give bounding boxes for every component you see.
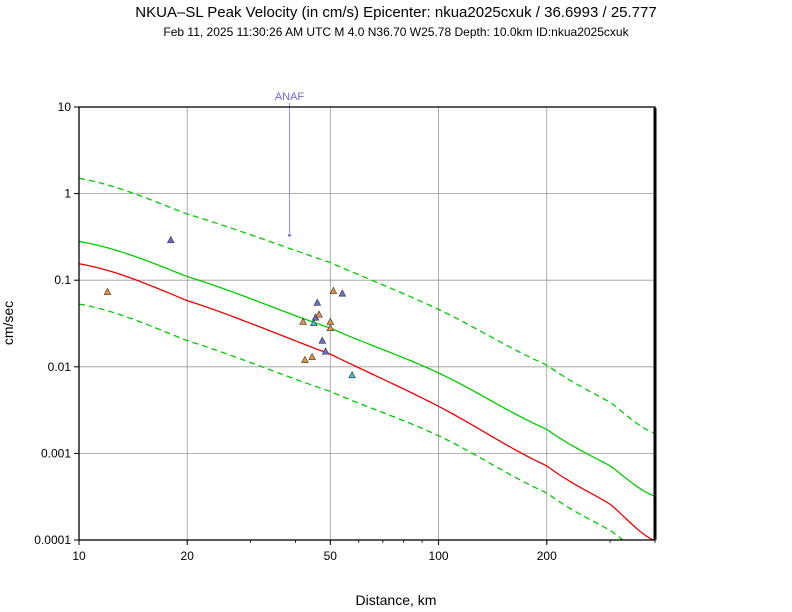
curve-lower xyxy=(79,303,625,540)
data-points xyxy=(103,235,356,379)
data-point xyxy=(308,352,316,360)
curves xyxy=(79,177,655,540)
data-point xyxy=(166,235,175,244)
x-tick-label: 50 xyxy=(324,549,338,563)
data-point xyxy=(348,370,356,379)
annotations: ANAF xyxy=(275,91,305,237)
y-tick-label: 1 xyxy=(64,187,71,201)
data-point xyxy=(321,347,330,355)
curve-upper xyxy=(79,177,655,435)
plot-frame xyxy=(78,106,656,541)
y-tick-label: 0.1 xyxy=(54,273,71,287)
curve-regression xyxy=(79,263,655,540)
data-point xyxy=(103,287,112,295)
data-point xyxy=(318,336,327,344)
x-axis-ticks: 10 20 50 100 200 xyxy=(72,540,656,563)
curve-median xyxy=(79,240,655,497)
grid xyxy=(79,107,655,540)
data-point xyxy=(299,317,307,325)
annotation-label: ANAF xyxy=(275,91,305,103)
chart-subtitle: Feb 11, 2025 11:30:26 AM UTC M 4.0 N36.7… xyxy=(163,25,629,39)
data-point xyxy=(310,318,318,326)
y-tick-label: 0.001 xyxy=(41,446,71,460)
data-point xyxy=(338,289,347,297)
data-point xyxy=(313,298,322,306)
y-tick-label: 0.0001 xyxy=(34,533,71,547)
x-tick-label: 20 xyxy=(181,549,195,563)
x-tick-label: 100 xyxy=(429,549,449,563)
data-point xyxy=(301,355,309,363)
data-point xyxy=(326,317,335,325)
x-tick-label: 200 xyxy=(537,549,557,563)
y-tick-label: 0.01 xyxy=(48,360,72,374)
data-point xyxy=(326,323,335,331)
data-point xyxy=(315,310,323,318)
x-tick-label: 10 xyxy=(72,549,86,563)
y-axis-ticks: 0.0001 0.001 0.01 0.1 1 10 xyxy=(34,100,79,547)
annotation-point xyxy=(288,233,291,237)
chart-title: NKUA–SL Peak Velocity (in cm/s) Epicente… xyxy=(135,4,657,21)
x-axis-label: Distance, km xyxy=(356,592,437,608)
data-point xyxy=(329,286,338,294)
y-tick-label: 10 xyxy=(58,100,72,114)
y-axis-label: cm/sec xyxy=(0,301,16,345)
